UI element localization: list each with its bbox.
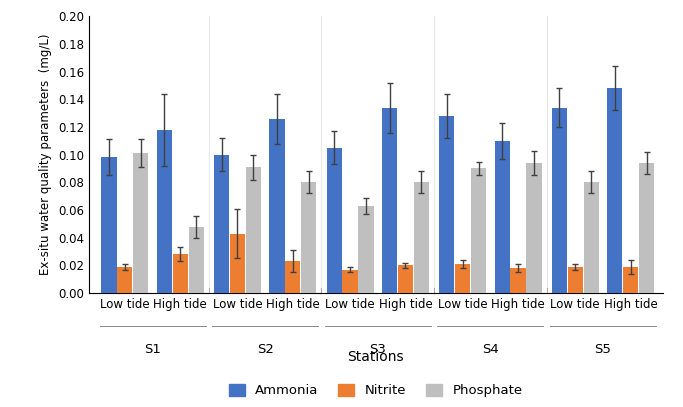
X-axis label: Stations: Stations xyxy=(348,350,404,364)
Bar xyxy=(471,168,486,293)
Bar xyxy=(639,163,654,293)
Bar xyxy=(285,261,301,293)
Y-axis label: Ex-situ water quality parameters  (mg/L): Ex-situ water quality parameters (mg/L) xyxy=(39,34,52,276)
Bar xyxy=(623,267,638,293)
Text: S4: S4 xyxy=(482,343,499,356)
Bar xyxy=(269,119,285,293)
Bar xyxy=(510,268,526,293)
Bar xyxy=(214,155,229,293)
Bar xyxy=(342,269,358,293)
Bar xyxy=(494,141,510,293)
Text: S2: S2 xyxy=(257,343,274,356)
Bar xyxy=(117,267,133,293)
Bar xyxy=(230,234,245,293)
Bar xyxy=(173,254,188,293)
Bar xyxy=(439,116,454,293)
Bar xyxy=(359,206,374,293)
Bar xyxy=(157,130,172,293)
Bar xyxy=(455,264,470,293)
Bar xyxy=(527,163,542,293)
Bar xyxy=(568,267,583,293)
Bar xyxy=(583,182,599,293)
Bar xyxy=(398,265,413,293)
Legend: Ammonia, Nitrite, Phosphate: Ammonia, Nitrite, Phosphate xyxy=(223,379,528,403)
Bar xyxy=(414,182,429,293)
Bar xyxy=(326,148,342,293)
Bar xyxy=(133,153,148,293)
Bar xyxy=(101,158,117,293)
Bar xyxy=(301,182,316,293)
Bar xyxy=(246,167,261,293)
Bar xyxy=(189,227,204,293)
Text: S1: S1 xyxy=(144,343,161,356)
Bar xyxy=(607,88,622,293)
Bar xyxy=(382,107,397,293)
Bar xyxy=(552,107,567,293)
Text: S5: S5 xyxy=(594,343,611,356)
Text: S3: S3 xyxy=(370,343,386,356)
